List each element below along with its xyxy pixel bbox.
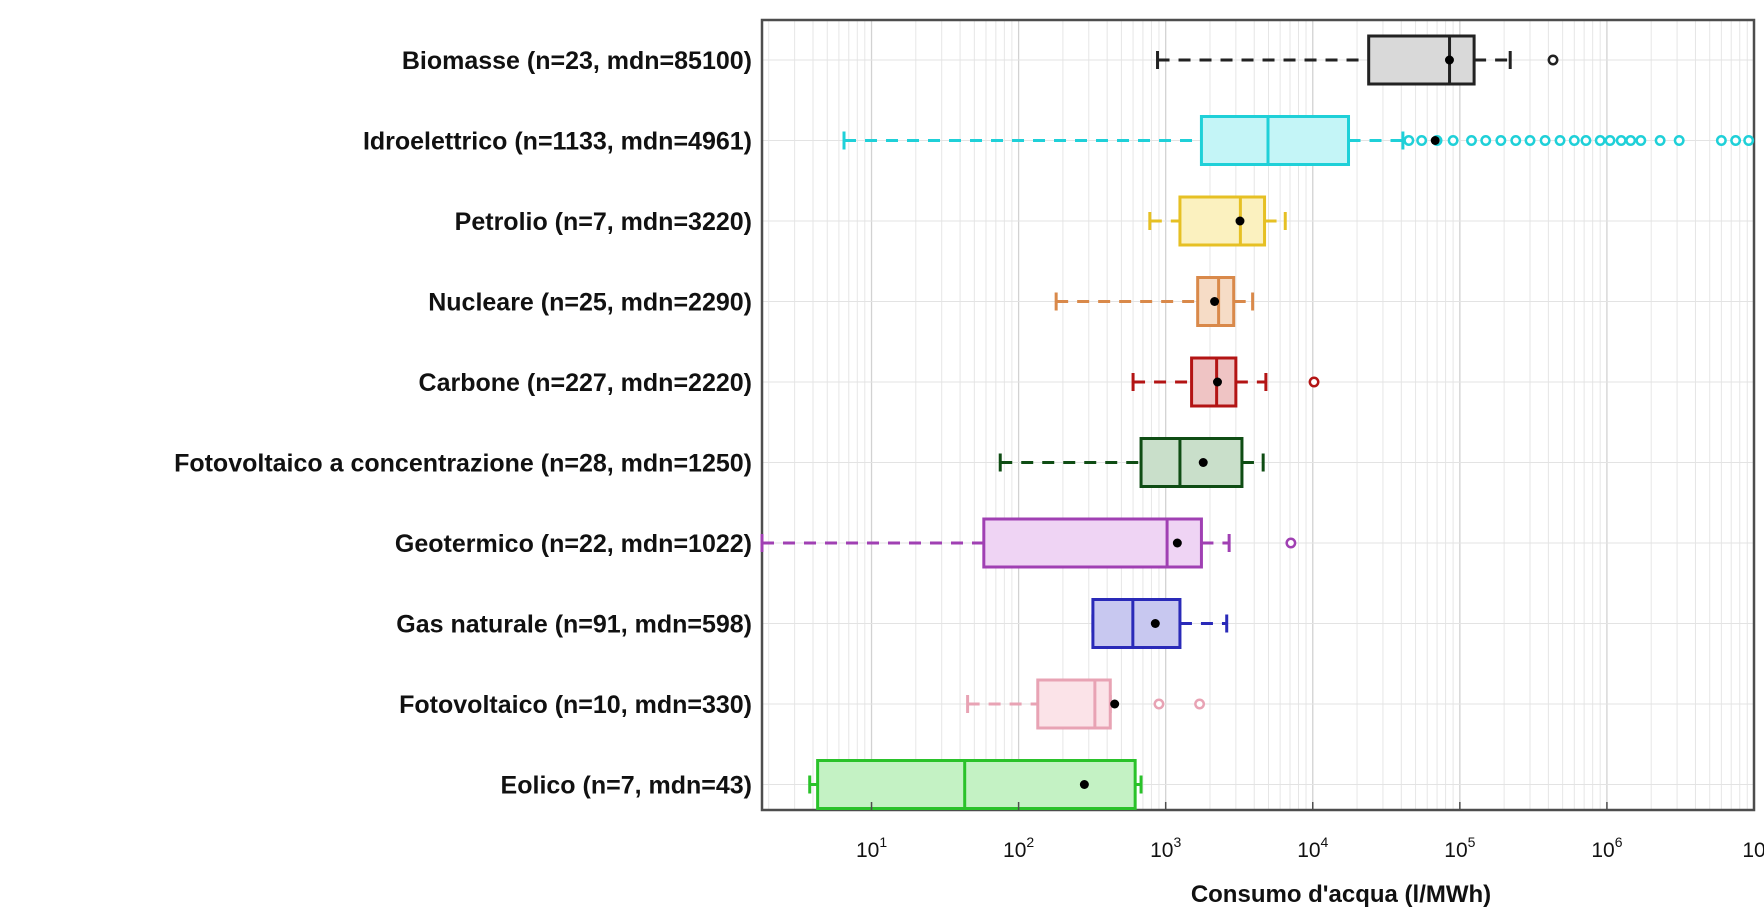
mean-point	[1444, 55, 1454, 65]
x-tick-label: 102	[1003, 834, 1034, 862]
outlier-point	[1547, 54, 1559, 66]
iqr-box	[982, 517, 1203, 569]
mean-point	[1235, 216, 1245, 226]
x-tick-label: 103	[1150, 834, 1181, 862]
box-group	[1091, 598, 1229, 649]
category-label: Eolico (n=7, mdn=43)	[501, 772, 752, 800]
outlier-point	[1194, 698, 1206, 710]
grid-lines	[762, 20, 1754, 810]
category-label: Geotermico (n=22, mdn=1022)	[395, 530, 752, 558]
outlier-point	[1524, 135, 1536, 146]
outlier-point	[1539, 135, 1551, 146]
iqr-box	[1091, 598, 1182, 649]
box-group	[1054, 276, 1255, 327]
outlier-point	[1153, 698, 1165, 710]
outlier-point	[1615, 135, 1627, 146]
iqr-box	[1178, 195, 1267, 247]
mean-point	[1198, 458, 1208, 467]
outlier-point	[1447, 135, 1459, 146]
outlier-point	[1580, 135, 1592, 146]
plot-frame	[760, 18, 1756, 812]
x-tick-label: 105	[1444, 834, 1475, 862]
iqr-box	[1199, 115, 1351, 166]
outlier-point	[1594, 135, 1606, 146]
outlier-point	[1510, 135, 1522, 146]
outlier-point	[1625, 135, 1637, 146]
box-group	[1156, 34, 1559, 86]
mean-point	[1079, 780, 1089, 789]
outlier-point	[1495, 135, 1507, 146]
x-tick-labels: 101 102 103 104 105 106 10	[856, 802, 1764, 862]
outlier-point	[1715, 135, 1727, 146]
x-tick-label: 106	[1591, 834, 1622, 862]
x-axis-label: Consumo d'acqua (l/MWh)	[1191, 881, 1491, 908]
mean-point	[1172, 538, 1182, 548]
category-label: Petrolio (n=7, mdn=3220)	[455, 208, 752, 236]
outlier-point	[1416, 135, 1428, 146]
box-group	[966, 678, 1206, 730]
outlier-point	[1403, 135, 1415, 146]
outlier-point	[1743, 135, 1755, 146]
outlier-point	[1285, 537, 1297, 549]
outlier-point	[1466, 135, 1477, 146]
mean-point	[1110, 699, 1120, 709]
mean-point	[1430, 136, 1440, 145]
box-group	[842, 115, 1755, 166]
iqr-box	[1036, 678, 1112, 730]
category-labels: Biomasse (n=23, mdn=85100) Idroelettrico …	[174, 47, 752, 800]
box-group	[998, 437, 1265, 488]
x-tick-label: 104	[1297, 834, 1328, 862]
mean-point	[1210, 297, 1220, 306]
iqr-box	[1367, 34, 1476, 86]
category-label: Gas naturale (n=91, mdn=598)	[396, 611, 752, 639]
mean-point	[1150, 619, 1160, 628]
outlier-point	[1308, 376, 1320, 388]
category-label: Fotovoltaico (n=10, mdn=330)	[399, 691, 752, 719]
mean-point	[1212, 377, 1222, 387]
box-group	[1148, 195, 1287, 247]
category-label: Fotovoltaico a concentrazione (n=28, mdn…	[174, 450, 752, 478]
outlier-point	[1480, 135, 1492, 146]
category-label: Biomasse (n=23, mdn=85100)	[402, 47, 752, 75]
category-label: Idroelettrico (n=1133, mdn=4961)	[363, 128, 752, 156]
outlier-point	[1673, 135, 1685, 146]
category-label: Nucleare (n=25, mdn=2290)	[428, 289, 752, 317]
outlier-point	[1730, 135, 1742, 146]
box-group	[808, 759, 1143, 810]
outlier-point	[1604, 135, 1616, 146]
outlier-point	[1554, 135, 1566, 146]
x-tick-label: 101	[856, 834, 887, 862]
outlier-point	[1568, 135, 1580, 146]
category-label: Carbone (n=227, mdn=2220)	[419, 369, 752, 397]
box-group	[1131, 356, 1320, 408]
outlier-point	[1654, 135, 1666, 146]
box-group	[760, 517, 1297, 569]
box-series	[760, 34, 1755, 810]
x-tick-label: 10	[1742, 839, 1764, 862]
iqr-box	[1139, 437, 1244, 488]
outlier-point	[1635, 135, 1647, 146]
